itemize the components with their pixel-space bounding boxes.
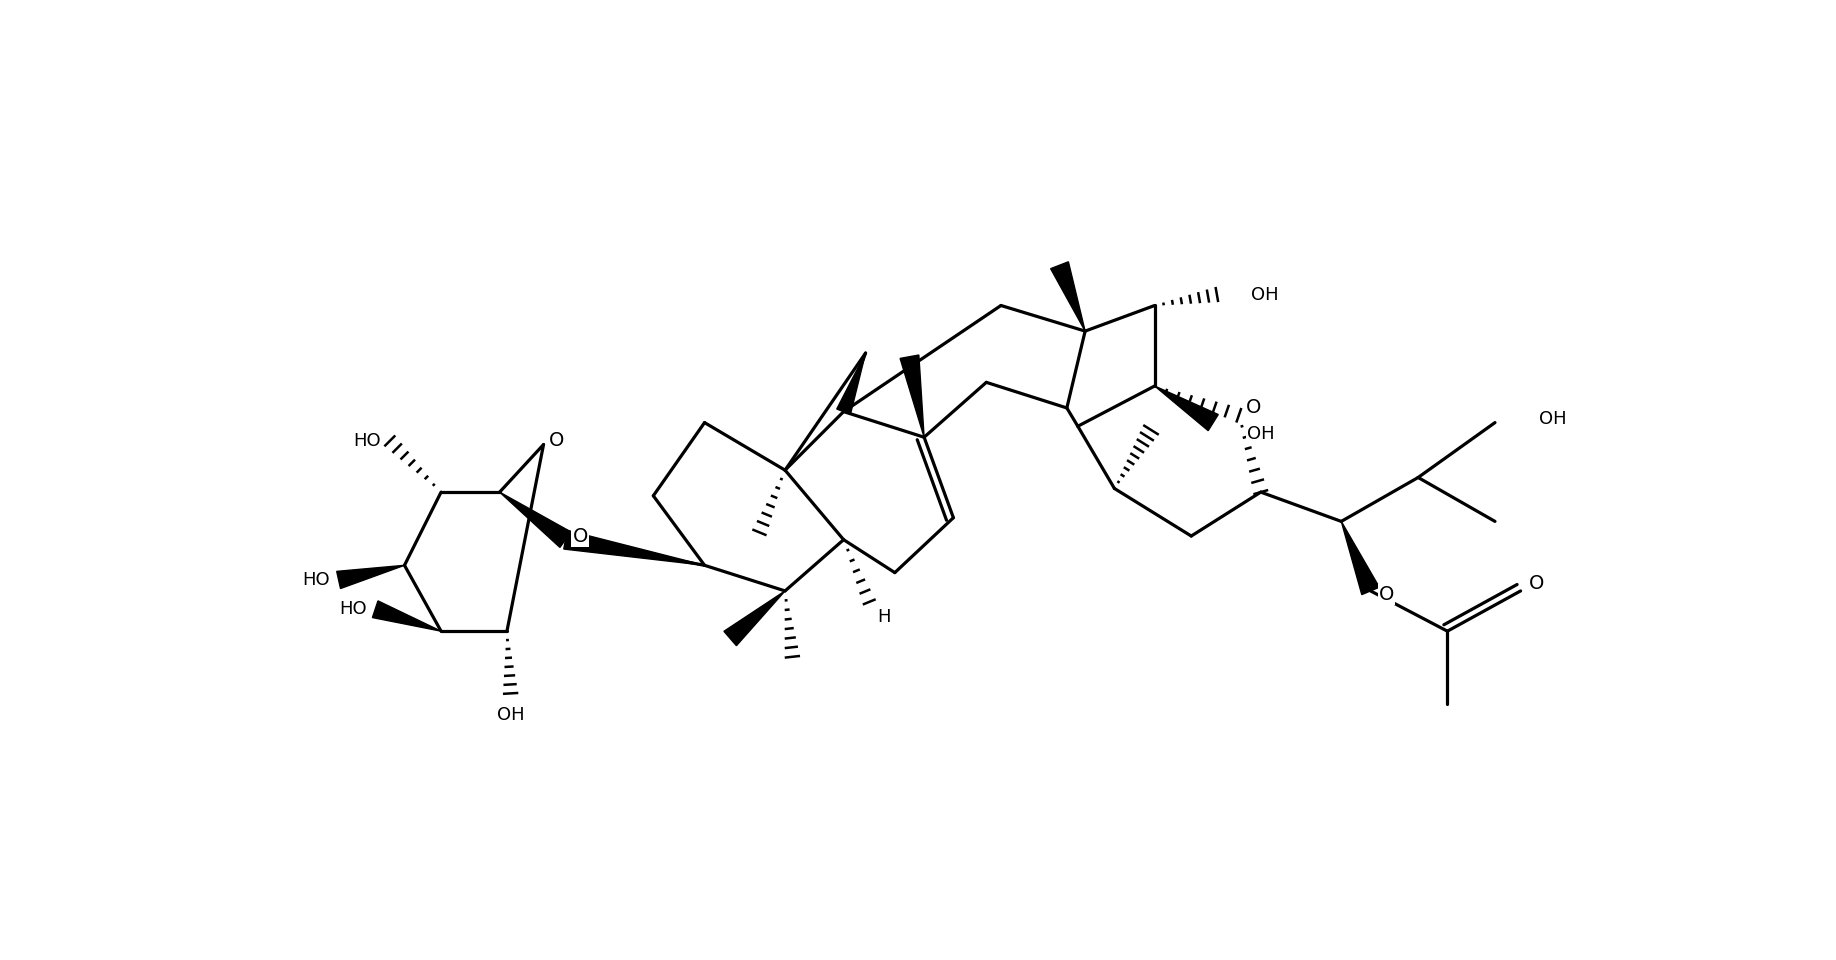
Text: HO: HO xyxy=(340,600,367,618)
Text: OH: OH xyxy=(1247,424,1274,443)
Text: O: O xyxy=(549,431,564,450)
Text: O: O xyxy=(1529,574,1544,593)
Polygon shape xyxy=(336,565,404,588)
Polygon shape xyxy=(900,355,924,437)
Polygon shape xyxy=(564,530,705,565)
Text: O: O xyxy=(1379,585,1394,604)
Text: OH: OH xyxy=(1539,410,1566,428)
Text: OH: OH xyxy=(498,707,525,725)
Text: OH: OH xyxy=(1250,285,1278,303)
Text: HO: HO xyxy=(354,432,382,450)
Text: HO: HO xyxy=(303,571,330,588)
Text: O: O xyxy=(573,526,588,545)
Polygon shape xyxy=(723,591,786,646)
Polygon shape xyxy=(1050,262,1085,331)
Polygon shape xyxy=(1342,521,1379,594)
Text: H: H xyxy=(878,608,890,626)
Polygon shape xyxy=(499,492,571,547)
Text: O: O xyxy=(1247,398,1261,418)
Polygon shape xyxy=(1155,386,1219,431)
Polygon shape xyxy=(373,601,441,631)
Polygon shape xyxy=(837,353,865,414)
